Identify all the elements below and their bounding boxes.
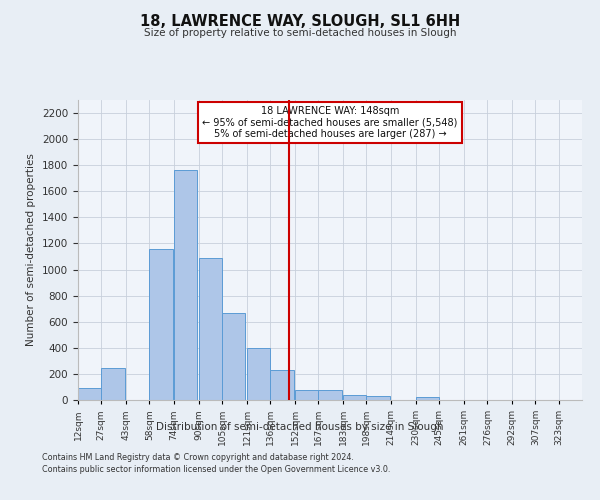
Bar [101, 368, 125, 400]
Bar [367, 396, 390, 400]
Bar [78, 388, 101, 400]
Text: 18 LAWRENCE WAY: 148sqm
← 95% of semi-detached houses are smaller (5,548)
5% of : 18 LAWRENCE WAY: 148sqm ← 95% of semi-de… [202, 106, 458, 139]
Bar [149, 248, 173, 400]
Text: Distribution of semi-detached houses by size in Slough: Distribution of semi-detached houses by … [156, 422, 444, 432]
Bar [174, 170, 197, 400]
Bar [199, 258, 222, 400]
Bar [343, 395, 367, 400]
Text: 18, LAWRENCE WAY, SLOUGH, SL1 6HH: 18, LAWRENCE WAY, SLOUGH, SL1 6HH [140, 14, 460, 29]
Bar [295, 390, 319, 400]
Text: Contains HM Land Registry data © Crown copyright and database right 2024.: Contains HM Land Registry data © Crown c… [42, 452, 354, 462]
Bar [222, 312, 245, 400]
Text: Contains public sector information licensed under the Open Government Licence v3: Contains public sector information licen… [42, 465, 391, 474]
Bar [416, 396, 439, 400]
Bar [319, 390, 341, 400]
Bar [270, 370, 293, 400]
Bar [247, 348, 270, 400]
Y-axis label: Number of semi-detached properties: Number of semi-detached properties [26, 154, 37, 346]
Text: Size of property relative to semi-detached houses in Slough: Size of property relative to semi-detach… [144, 28, 456, 38]
